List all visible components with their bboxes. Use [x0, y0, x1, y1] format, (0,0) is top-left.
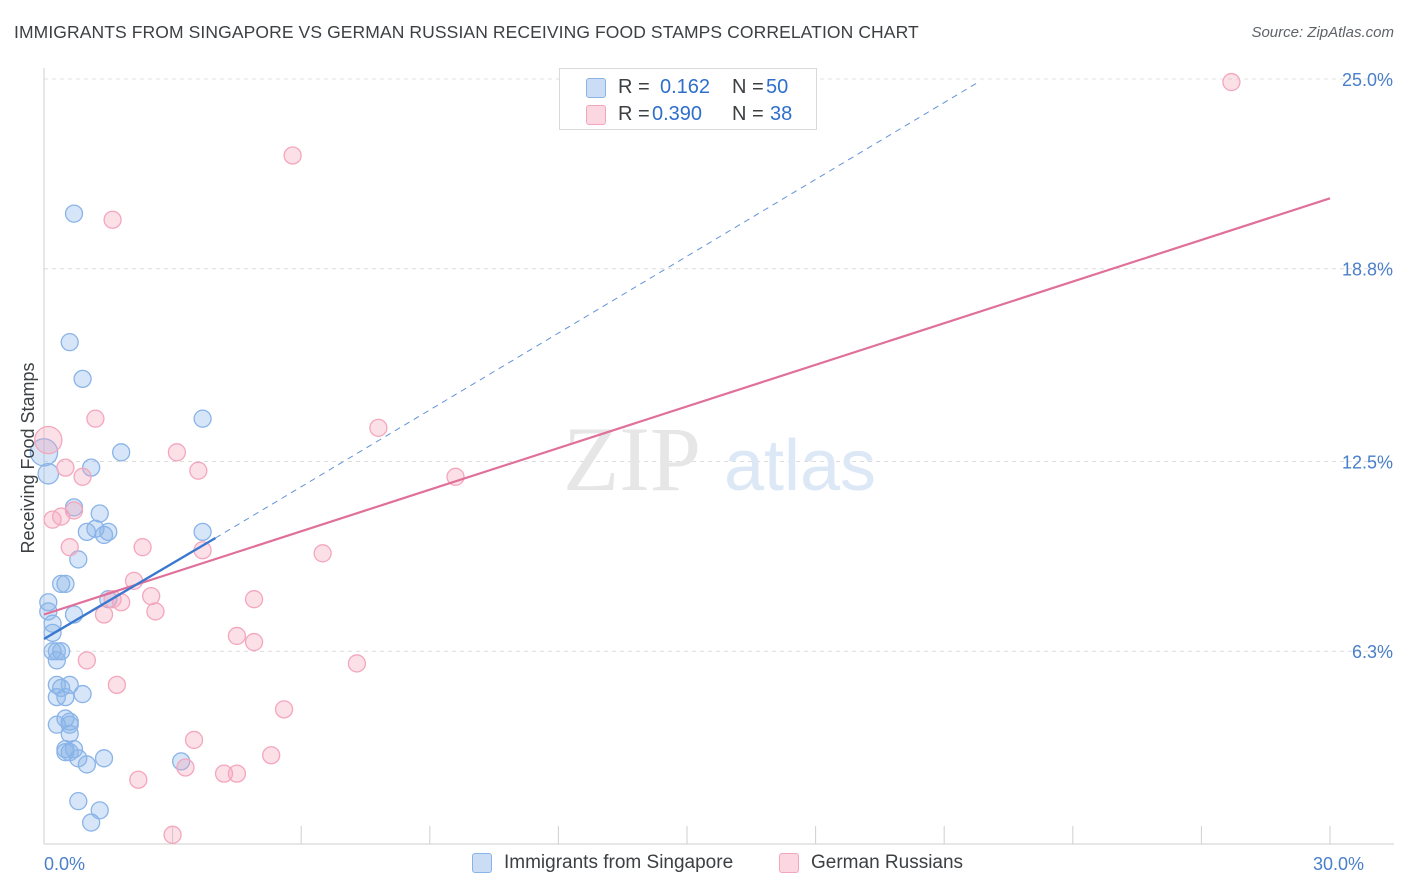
legend-n-value: 50: [766, 76, 789, 98]
watermark-atlas: atlas: [724, 426, 876, 506]
point-german-russians: [129, 770, 148, 789]
point-singapore: [94, 525, 114, 545]
point-singapore: [39, 593, 58, 612]
point-german-russians: [94, 605, 114, 624]
point-singapore: [94, 749, 114, 768]
grid-lines: [44, 78, 1394, 652]
point-singapore: [64, 739, 84, 759]
point-singapore: [73, 684, 92, 704]
point-singapore: [56, 574, 75, 594]
point-singapore: [29, 438, 59, 467]
point-german-russians: [227, 764, 247, 783]
point-singapore: [51, 642, 71, 661]
trend-extension-singapore: [215, 81, 979, 539]
legend-label-german-russians: German Russians: [811, 852, 964, 873]
point-singapore: [47, 715, 67, 734]
point-german-russians: [103, 210, 122, 229]
tick-labels: 6.3% 12.5% 18.8% 25.0% 0.0% 30.0%: [44, 70, 1393, 874]
chart-title: IMMIGRANTS FROM SINGAPORE VS GERMAN RUSS…: [14, 22, 919, 42]
axes: [43, 68, 1394, 845]
point-singapore: [47, 651, 67, 670]
point-german-russians: [184, 730, 204, 750]
point-german-russians: [107, 675, 127, 695]
point-german-russians: [34, 425, 63, 455]
point-german-russians: [244, 590, 264, 609]
point-singapore: [112, 443, 131, 462]
point-german-russians: [142, 586, 161, 606]
point-singapore: [37, 462, 60, 485]
point-german-russians: [56, 458, 75, 477]
point-singapore: [90, 504, 109, 523]
point-german-russians: [283, 146, 302, 165]
point-german-russians: [60, 538, 79, 557]
legend-r-label: R =: [618, 76, 650, 98]
point-singapore: [77, 522, 97, 542]
point-german-russians: [369, 418, 388, 437]
point-german-russians: [77, 651, 97, 670]
point-singapore: [77, 755, 97, 774]
series-legend: Immigrants from Singapore German Russian…: [0, 851, 1406, 881]
stats-legend: R = 0.162 N = 50 R = 0.390 N = 38: [559, 68, 817, 130]
point-german-russians: [214, 764, 234, 783]
point-singapore: [69, 792, 88, 811]
y-axis-label: Receiving Food Stamps: [18, 362, 38, 553]
points-layer: [29, 72, 1241, 844]
point-singapore: [43, 614, 62, 633]
legend-swatch-singapore: [586, 78, 606, 98]
point-german-russians: [176, 758, 195, 777]
point-singapore: [47, 642, 67, 661]
y-tick-label: 18.8%: [1342, 260, 1393, 280]
trend-layer: [43, 81, 1331, 641]
x-tick-label: 0.0%: [44, 854, 85, 874]
point-german-russians: [313, 544, 332, 563]
y-tick-label: 12.5%: [1342, 453, 1393, 473]
point-german-russians: [1222, 72, 1241, 92]
point-singapore: [56, 687, 75, 707]
legend-r-value: 0.162: [660, 76, 711, 98]
point-singapore: [60, 715, 79, 734]
point-german-russians: [262, 746, 281, 765]
x-tick-label: 30.0%: [1313, 854, 1364, 874]
legend-r-value: 0.390: [652, 103, 703, 125]
trend-line-singapore: [43, 536, 217, 641]
legend-swatch-german-russians: [586, 105, 606, 125]
point-german-russians: [146, 602, 165, 621]
y-tick-label: 25.0%: [1342, 70, 1393, 90]
point-singapore: [82, 813, 101, 832]
point-german-russians: [73, 467, 92, 486]
point-singapore: [60, 333, 79, 352]
legend-n-label: N =: [732, 103, 764, 125]
point-singapore: [60, 724, 79, 743]
point-singapore: [193, 522, 212, 542]
legend-label-singapore: Immigrants from Singapore: [504, 852, 734, 873]
point-german-russians: [64, 501, 84, 520]
y-tick-label: 6.3%: [1352, 642, 1393, 662]
legend-swatch-singapore: [472, 853, 492, 873]
point-singapore: [51, 574, 71, 594]
legend-n-value: 38: [770, 103, 793, 125]
point-german-russians: [244, 632, 264, 652]
point-singapore: [193, 409, 212, 428]
point-german-russians: [86, 409, 105, 428]
point-german-russians: [347, 654, 367, 673]
point-singapore: [73, 369, 92, 389]
source-label: Source: ZipAtlas.com: [1251, 24, 1394, 41]
point-german-russians: [274, 700, 294, 719]
trend-line-german-russians: [43, 197, 1331, 616]
legend-r-label: R =: [618, 103, 650, 125]
point-singapore: [64, 204, 84, 223]
point-german-russians: [167, 443, 187, 462]
legend-swatch-german-russians: [779, 853, 799, 873]
point-german-russians: [133, 538, 152, 557]
point-german-russians: [189, 461, 208, 480]
legend-n-label: N =: [732, 76, 764, 98]
point-german-russians: [163, 825, 182, 844]
point-german-russians: [227, 626, 247, 646]
